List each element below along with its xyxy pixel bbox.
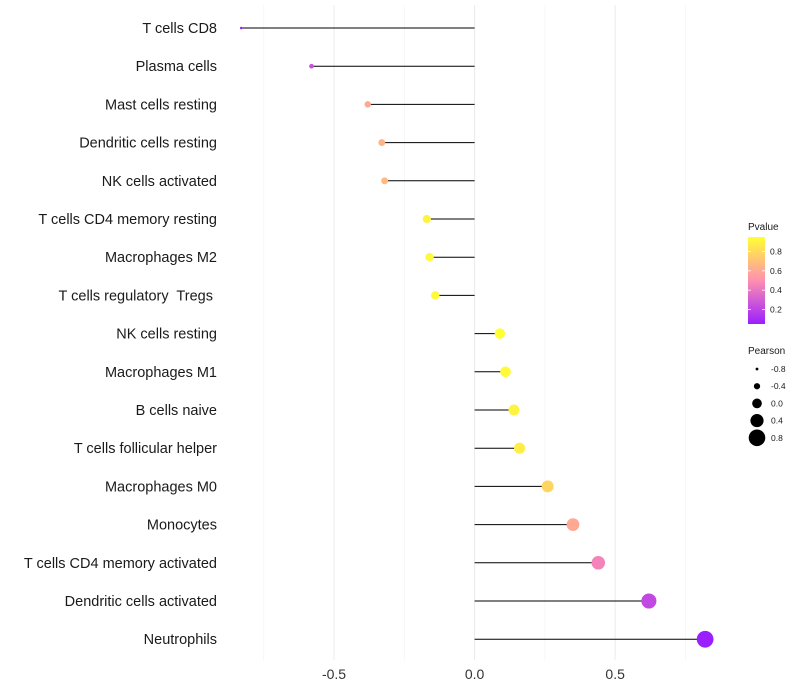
- data-point: [381, 177, 389, 185]
- data-point: [696, 630, 714, 648]
- category-label: T cells CD4 memory activated: [24, 556, 217, 572]
- category-label: Dendritic cells activated: [65, 594, 217, 610]
- x-tick-label: 0.0: [465, 666, 485, 682]
- category-label: Dendritic cells resting: [79, 136, 217, 152]
- colorbar-tick-label: 0.8: [770, 247, 782, 257]
- category-label: Plasma cells: [136, 59, 217, 75]
- pvalue-legend-title: Pvalue: [748, 222, 779, 233]
- data-point: [364, 101, 371, 108]
- size-legend-dot: [752, 398, 762, 409]
- size-legend-label: -0.8: [771, 364, 786, 374]
- category-label: T cells CD8: [142, 21, 217, 37]
- category-label: T cells follicular helper: [74, 441, 217, 457]
- lollipop-points: [239, 26, 714, 648]
- data-point: [239, 26, 243, 30]
- size-legend-dot: [750, 414, 764, 428]
- grid-lines: [263, 5, 686, 660]
- pearson-legend: Pearson -0.8 -0.4 0.0 0.4 0.8: [748, 346, 786, 447]
- category-label: Mast cells resting: [105, 97, 217, 113]
- category-label: T cells CD4 memory resting: [38, 212, 217, 228]
- size-legend-dot: [748, 429, 766, 447]
- data-point: [541, 480, 554, 493]
- size-legend-dot: [753, 383, 761, 390]
- colorbar-tick-label: 0.4: [770, 285, 782, 295]
- category-label: Macrophages M1: [105, 365, 217, 381]
- category-labels: T cells CD8 Plasma cells Mast cells restin…: [24, 21, 217, 648]
- data-point: [430, 291, 440, 300]
- data-point: [591, 556, 606, 570]
- data-point: [309, 63, 314, 69]
- x-axis-ticks: -0.5 0.0 0.5: [322, 666, 625, 682]
- category-label: Monocytes: [147, 518, 217, 534]
- category-label: B cells naive: [136, 403, 217, 419]
- size-legend-label: -0.4: [771, 381, 786, 391]
- data-point: [378, 139, 386, 147]
- lollipop-stems: [241, 27, 706, 640]
- category-label: T cells regulatory Tregs: [59, 288, 218, 304]
- data-point: [425, 253, 434, 262]
- category-label: Macrophages M0: [105, 479, 217, 495]
- category-label: Macrophages M2: [105, 250, 217, 266]
- x-tick-label: 0.5: [605, 666, 625, 682]
- data-point: [514, 442, 526, 454]
- category-label: NK cells activated: [102, 174, 217, 190]
- colorbar-tick-label: 0.6: [770, 266, 782, 276]
- data-point: [641, 593, 657, 609]
- size-legend-label: 0.8: [771, 433, 783, 443]
- category-label: Neutrophils: [144, 632, 217, 648]
- data-point: [566, 518, 580, 531]
- data-point: [508, 404, 520, 416]
- category-label: NK cells resting: [116, 327, 217, 343]
- size-legend-label: 0.4: [771, 416, 783, 426]
- pvalue-legend: Pvalue 0.8 0.6 0.4 0.2: [748, 222, 782, 324]
- colorbar-tick-label: 0.2: [770, 305, 782, 315]
- data-point: [494, 328, 506, 339]
- x-tick-label: -0.5: [322, 666, 346, 682]
- pearson-legend-title: Pearson: [748, 346, 785, 357]
- data-point: [500, 366, 511, 378]
- pvalue-colorbar: [748, 237, 765, 324]
- data-point: [422, 214, 431, 224]
- size-legend-label: 0.0: [771, 398, 783, 408]
- size-legend-dot: [755, 367, 759, 371]
